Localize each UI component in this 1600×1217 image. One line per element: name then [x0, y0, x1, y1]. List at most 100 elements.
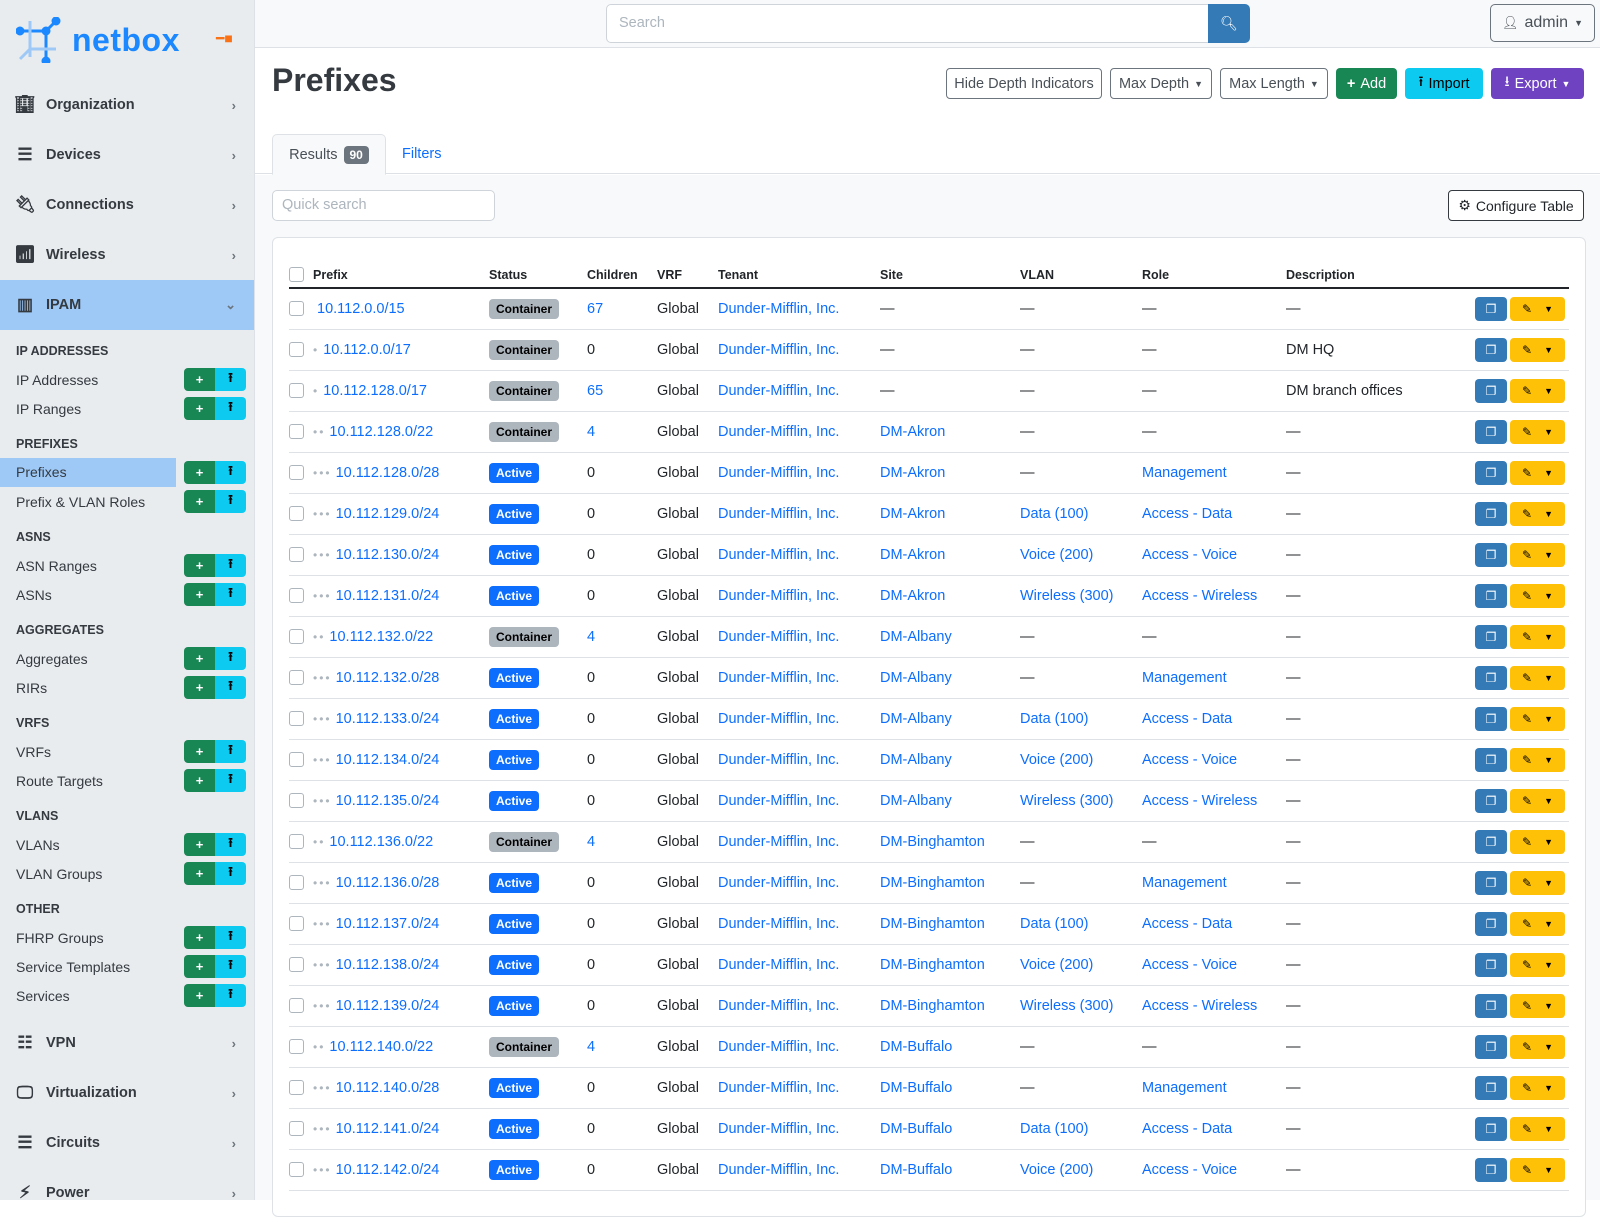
sidebar-item-prefix-vlan-roles[interactable]: Prefix & VLAN Roles + ⭱ — [0, 487, 254, 516]
row-checkbox[interactable] — [289, 424, 304, 440]
quick-search-input[interactable]: Quick search — [272, 190, 495, 221]
role-link[interactable]: Access - Data — [1142, 915, 1233, 932]
edit-button[interactable]: ✎ ▼ — [1510, 542, 1565, 567]
clone-button[interactable]: ❐ — [1475, 501, 1507, 526]
caret-down-icon[interactable]: ▼ — [1544, 467, 1553, 478]
site-link[interactable]: DM-Buffalo — [880, 1120, 953, 1137]
tenant-link[interactable]: Dunder-Mifflin, Inc. — [718, 546, 840, 563]
tenant-link[interactable]: Dunder-Mifflin, Inc. — [718, 1079, 840, 1096]
row-checkbox[interactable] — [289, 588, 304, 604]
prefix-link[interactable]: 10.112.128.0/17 — [323, 382, 427, 399]
role-link[interactable]: Management — [1142, 464, 1227, 481]
sidebar-item-service-templates[interactable]: Service Templates + ⭱ — [0, 952, 254, 981]
vlan-link[interactable]: Wireless (300) — [1020, 997, 1114, 1014]
tenant-link[interactable]: Dunder-Mifflin, Inc. — [718, 423, 840, 440]
tenant-link[interactable]: Dunder-Mifflin, Inc. — [718, 874, 840, 891]
caret-down-icon[interactable]: ▼ — [1544, 426, 1553, 437]
prefix-link[interactable]: 10.112.131.0/24 — [335, 587, 440, 604]
vlan-link[interactable]: Voice (200) — [1020, 956, 1094, 973]
children-link[interactable]: 4 — [587, 423, 596, 440]
children-link[interactable]: 67 — [587, 300, 604, 317]
site-link[interactable]: DM-Albany — [880, 751, 952, 768]
max-depth-dropdown[interactable]: Max Depth ▼ — [1110, 68, 1212, 99]
clone-button[interactable]: ❐ — [1475, 337, 1507, 362]
sidebar-item-devices[interactable]: ☰ Devices › — [0, 130, 254, 180]
caret-down-icon[interactable]: ▼ — [1544, 1000, 1553, 1011]
tenant-link[interactable]: Dunder-Mifflin, Inc. — [718, 1120, 840, 1137]
caret-down-icon[interactable]: ▼ — [1544, 1041, 1553, 1052]
import-fhrp-groups-button[interactable]: ⭱ — [215, 926, 246, 949]
caret-down-icon[interactable]: ▼ — [1544, 795, 1553, 806]
sidebar-item-organization[interactable]: 🏢︎ Organization › — [0, 80, 254, 130]
sidebar-item-label[interactable]: Route Targets — [16, 772, 103, 789]
column-header-prefix[interactable]: Prefix — [313, 254, 489, 289]
sidebar-item-label[interactable]: ASN Ranges — [16, 557, 97, 574]
pin-icon[interactable]: ━■ — [216, 30, 233, 46]
tab-results[interactable]: Results 90 — [272, 134, 386, 175]
caret-down-icon[interactable]: ▼ — [1544, 303, 1553, 314]
tenant-link[interactable]: Dunder-Mifflin, Inc. — [718, 382, 840, 399]
prefix-link[interactable]: 10.112.136.0/28 — [335, 874, 440, 891]
site-link[interactable]: DM-Albany — [880, 628, 952, 645]
role-link[interactable]: Management — [1142, 669, 1227, 686]
prefix-link[interactable]: 10.112.138.0/24 — [335, 956, 440, 973]
site-link[interactable]: DM-Albany — [880, 669, 952, 686]
prefix-link[interactable]: 10.112.129.0/24 — [335, 505, 440, 522]
role-link[interactable]: Access - Voice — [1142, 751, 1238, 768]
role-link[interactable]: Access - Data — [1142, 505, 1233, 522]
site-link[interactable]: DM-Albany — [880, 710, 952, 727]
clone-button[interactable]: ❐ — [1475, 952, 1507, 977]
tenant-link[interactable]: Dunder-Mifflin, Inc. — [718, 915, 840, 932]
caret-down-icon[interactable]: ▼ — [1544, 1164, 1553, 1175]
edit-button[interactable]: ✎ ▼ — [1510, 583, 1565, 608]
caret-down-icon[interactable]: ▼ — [1544, 836, 1553, 847]
edit-button[interactable]: ✎ ▼ — [1510, 952, 1565, 977]
import-button[interactable]: ⭱ Import — [1405, 68, 1483, 99]
clone-button[interactable]: ❐ — [1475, 1075, 1507, 1100]
sidebar-item-vrfs[interactable]: VRFs + ⭱ — [0, 737, 254, 766]
caret-down-icon[interactable]: ▼ — [1544, 508, 1553, 519]
max-length-dropdown[interactable]: Max Length ▼ — [1220, 68, 1328, 99]
tenant-link[interactable]: Dunder-Mifflin, Inc. — [718, 300, 840, 317]
clone-button[interactable]: ❐ — [1475, 1116, 1507, 1141]
caret-down-icon[interactable]: ▼ — [1544, 1123, 1553, 1134]
row-checkbox[interactable] — [289, 342, 304, 358]
sidebar-item-vlan-groups[interactable]: VLAN Groups + ⭱ — [0, 859, 254, 888]
prefix-link[interactable]: 10.112.135.0/24 — [335, 792, 440, 809]
export-dropdown[interactable]: ⭳ Export ▼ — [1491, 68, 1584, 99]
column-header-description[interactable]: Description — [1286, 254, 1446, 289]
clone-button[interactable]: ❐ — [1475, 870, 1507, 895]
row-checkbox[interactable] — [289, 711, 304, 727]
sidebar-item-wireless[interactable]: 📶︎ Wireless › — [0, 230, 254, 280]
sidebar-item-aggregates[interactable]: Aggregates + ⭱ — [0, 644, 254, 673]
edit-button[interactable]: ✎ ▼ — [1510, 706, 1565, 731]
import-vrfs-button[interactable]: ⭱ — [215, 740, 246, 763]
add-vlan-groups-button[interactable]: + — [184, 862, 215, 885]
clone-button[interactable]: ❐ — [1475, 460, 1507, 485]
import-rirs-button[interactable]: ⭱ — [215, 676, 246, 699]
row-checkbox[interactable] — [289, 875, 304, 891]
sidebar-item-label[interactable]: VLAN Groups — [16, 865, 103, 882]
vlan-link[interactable]: Data (100) — [1020, 1120, 1089, 1137]
tenant-link[interactable]: Dunder-Mifflin, Inc. — [718, 997, 840, 1014]
role-link[interactable]: Access - Voice — [1142, 546, 1238, 563]
column-header-status[interactable]: Status — [489, 254, 587, 289]
prefix-link[interactable]: 10.112.137.0/24 — [335, 915, 440, 932]
row-checkbox[interactable] — [289, 1080, 304, 1096]
role-link[interactable]: Access - Voice — [1142, 956, 1238, 973]
tenant-link[interactable]: Dunder-Mifflin, Inc. — [718, 710, 840, 727]
sidebar-item-power[interactable]: ⚡︎ Power › — [0, 1168, 254, 1200]
prefix-link[interactable]: 10.112.0.0/17 — [323, 341, 411, 358]
clone-button[interactable]: ❐ — [1475, 747, 1507, 772]
add-rirs-button[interactable]: + — [184, 676, 215, 699]
edit-button[interactable]: ✎ ▼ — [1510, 337, 1565, 362]
import-aggregates-button[interactable]: ⭱ — [215, 647, 246, 670]
caret-down-icon[interactable]: ▼ — [1544, 631, 1553, 642]
add-button[interactable]: + Add — [1336, 68, 1397, 99]
site-link[interactable]: DM-Buffalo — [880, 1038, 953, 1055]
sidebar-item-label[interactable]: ASNs — [16, 586, 52, 603]
tenant-link[interactable]: Dunder-Mifflin, Inc. — [718, 1161, 840, 1178]
caret-down-icon[interactable]: ▼ — [1544, 344, 1553, 355]
sidebar-item-label[interactable]: Aggregates — [16, 650, 88, 667]
site-link[interactable]: DM-Akron — [880, 464, 946, 481]
